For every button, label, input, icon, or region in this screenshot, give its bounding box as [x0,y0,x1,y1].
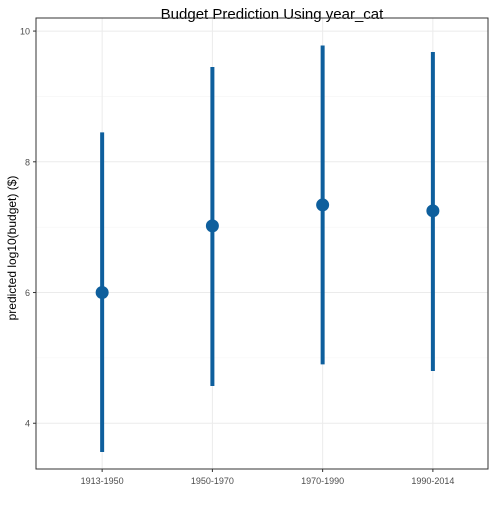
y-tick-label: 10 [20,27,30,37]
x-tick-label: 1990-2014 [411,476,454,486]
panel-border [35,17,489,470]
y-tick-label: 4 [25,419,30,429]
x-axis-ticks: 1913-1950 1950-1970 1970-1990 1990-2014 [81,469,454,486]
point-estimate-1990-2014 [426,204,440,218]
x-tick-label: 1913-1950 [81,476,124,486]
y-axis-label: predicted log10(budget) ($) [5,176,19,321]
point-estimate-1970-1990 [316,198,330,212]
x-tick-label: 1970-1990 [301,476,344,486]
point-estimate-1950-1970 [205,219,219,233]
plot-marks [95,45,440,453]
y-tick-label: 8 [25,157,30,167]
y-tick-label: 6 [25,288,30,298]
point-estimate-1913-1950 [95,286,109,300]
y-axis-ticks: 4 6 8 10 [20,27,36,429]
chart-title: Budget Prediction Using year_cat [161,6,384,23]
x-tick-label: 1950-1970 [191,476,234,486]
